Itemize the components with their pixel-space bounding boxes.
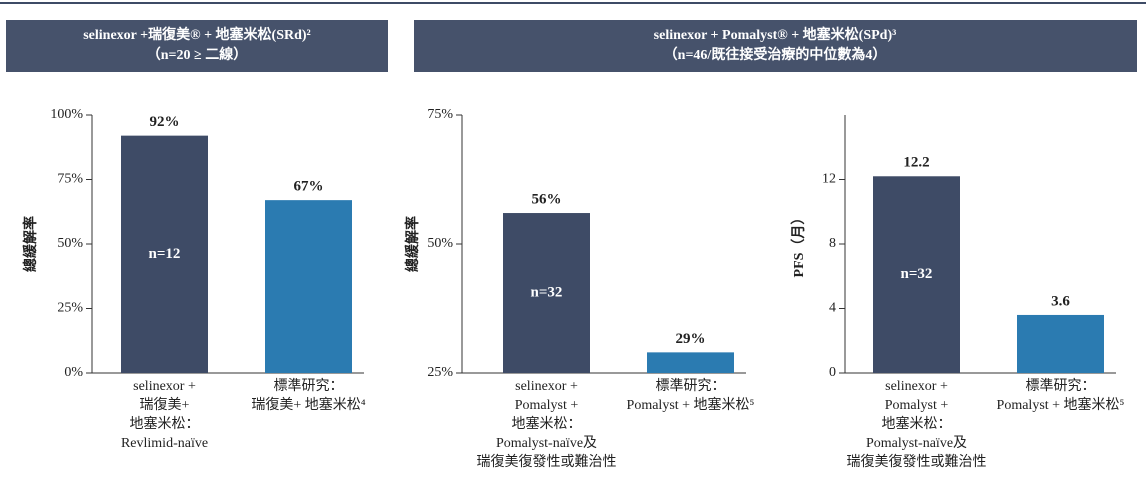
y-tick-label: 25% [427, 365, 453, 380]
y-tick-label: 4 [829, 301, 836, 316]
y-tick-label: 50% [427, 236, 453, 251]
y-axis-label: 總緩解率 [22, 216, 39, 272]
y-tick-label: 75% [57, 172, 83, 187]
bar [1017, 314, 1104, 373]
y-axis-label: 總緩解率 [404, 216, 421, 272]
bar [503, 213, 590, 373]
y-tick-label: 8 [829, 236, 836, 251]
x-tick-label: selinexor + Pomalyst + 地塞米松： Pomalyst-na… [476, 379, 617, 470]
y-tick-label: 75% [427, 107, 453, 122]
bar [873, 176, 960, 373]
header-subtitle: （n=20 ≥ 二線） [147, 46, 247, 63]
y-tick-label: 25% [57, 301, 83, 316]
y-axis-label: PFS（月） [791, 211, 807, 278]
y-tick-label: 100% [50, 107, 83, 122]
bar [647, 352, 734, 373]
bar-annotation: n=32 [531, 284, 563, 300]
value-label: 67% [294, 179, 324, 195]
y-tick-label: 0 [829, 365, 836, 380]
x-tick-label: selinexor + Pomalyst + 地塞米松： Pomalyst-na… [846, 379, 987, 470]
bar-annotation: n=12 [149, 246, 181, 262]
x-tick-label: selinexor + 瑞復美+ 地塞米松： Revlimid-naïve [120, 379, 209, 451]
y-tick-label: 50% [57, 236, 83, 251]
value-label: 56% [532, 191, 562, 207]
x-tick-label: 標準研究： Pomalyst + 地塞米松⁵ [996, 379, 1125, 413]
y-tick-label: 0% [64, 365, 83, 380]
header-box [6, 20, 388, 72]
header-title: selinexor +瑞復美® + 地塞米松(SRd)² [83, 26, 311, 43]
y-tick-label: 12 [822, 172, 836, 187]
header-title: selinexor + Pomalyst® + 地塞米松(SPd)³ [654, 26, 897, 43]
bar [265, 200, 352, 373]
bar-annotation: n=32 [901, 266, 933, 282]
value-label: 3.6 [1051, 293, 1070, 309]
value-label: 29% [676, 331, 706, 347]
header-subtitle: （n=46/既往接受治療的中位數為4） [664, 46, 887, 63]
header-box [414, 20, 1137, 72]
value-label: 92% [150, 114, 180, 130]
bar [121, 135, 208, 373]
x-tick-label: 標準研究： Pomalyst + 地塞米松⁵ [626, 379, 755, 413]
value-label: 12.2 [903, 155, 929, 171]
x-tick-label: 標準研究： 瑞復美+ 地塞米松⁴ [251, 379, 366, 413]
